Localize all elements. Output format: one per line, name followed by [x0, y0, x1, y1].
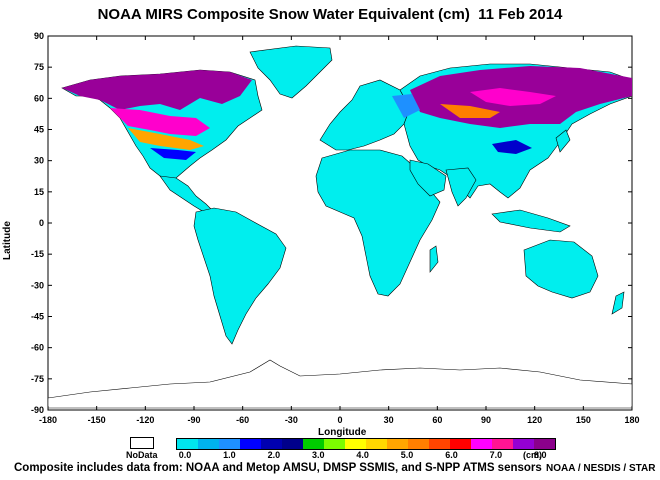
legend-swatch — [240, 439, 261, 449]
legend-nodata-label: NoData — [126, 450, 158, 460]
legend-swatch — [345, 439, 366, 449]
legend-swatch — [198, 439, 219, 449]
x-tick-label: -180 — [39, 415, 57, 425]
x-tick-label: 120 — [527, 415, 542, 425]
legend-colorbar — [176, 438, 556, 450]
snow-north-america-light — [128, 128, 204, 150]
x-tick-label: -30 — [285, 415, 298, 425]
legend-swatch — [261, 439, 282, 449]
legend-nodata-swatch — [130, 437, 154, 449]
y-axis-title: Latitude — [2, 221, 13, 260]
legend-tick-label: 1.0 — [223, 450, 236, 460]
new-zealand — [611, 291, 625, 315]
legend-swatch — [429, 439, 450, 449]
snow-europe-blue — [392, 94, 420, 118]
japan — [555, 129, 571, 153]
legend-tick-label: 6.0 — [445, 450, 458, 460]
y-tick-label: 45 — [34, 125, 44, 135]
legend-swatch — [219, 439, 240, 449]
legend-tick-label: 5.0 — [400, 450, 414, 460]
x-tick-label: -60 — [236, 415, 249, 425]
y-tick-label: 15 — [34, 187, 44, 197]
y-tick-label: 60 — [34, 93, 44, 103]
legend-swatch — [324, 439, 345, 449]
y-tick-label: -45 — [31, 312, 44, 322]
snow-asia-orange — [440, 104, 500, 118]
legend-swatch — [534, 439, 555, 449]
legend-tick-label: 2.0 — [267, 450, 281, 460]
x-tick-label: 150 — [576, 415, 591, 425]
y-tick-label: -90 — [31, 405, 44, 415]
y-tick-label: 75 — [34, 62, 44, 72]
x-tick-label: 0 — [337, 415, 342, 425]
snow-asia-mid — [470, 88, 556, 106]
arabia — [409, 159, 447, 197]
snow-north-america-blue — [150, 148, 196, 160]
y-tick-label: 0 — [39, 218, 44, 228]
x-tick-label: 180 — [624, 415, 639, 425]
footer-credit: NOAA / NESDIS / STAR — [546, 463, 656, 474]
footer-sensors-note: Composite includes data from: NOAA and M… — [14, 462, 542, 474]
snow-north-america-mid — [110, 108, 210, 136]
legend-unit: (cm) — [523, 450, 543, 460]
legend-swatch — [450, 439, 471, 449]
x-tick-label: -90 — [187, 415, 200, 425]
indonesia — [491, 209, 571, 233]
legend-swatch — [366, 439, 387, 449]
legend-tick-label: 7.0 — [489, 450, 503, 460]
legend-tick-label: 0.0 — [178, 450, 192, 460]
legend-swatch — [471, 439, 492, 449]
madagascar — [429, 245, 439, 273]
y-tick-label: -75 — [31, 374, 44, 384]
y-tick-label: 90 — [34, 31, 44, 41]
y-tick-label: -60 — [31, 343, 44, 353]
y-tick-label: -15 — [31, 249, 44, 259]
legend-swatch — [177, 439, 198, 449]
x-axis: -180 -150 -120 -90 -60 -30 0 30 60 90 120 150 180 — [39, 36, 640, 425]
x-tick-label: 90 — [481, 415, 491, 425]
snow-overlays — [62, 66, 632, 160]
x-tick-label: -120 — [136, 415, 154, 425]
greenland — [249, 45, 333, 99]
legend-tick-label: 3.0 — [311, 450, 325, 460]
legend-swatch — [282, 439, 303, 449]
x-axis-title: Longitude — [318, 427, 367, 438]
legend-swatch — [387, 439, 408, 449]
snow-north-america-heavy — [62, 70, 252, 110]
x-tick-label: 30 — [384, 415, 394, 425]
y-tick-label: -30 — [31, 280, 44, 290]
y-tick-label: 30 — [34, 156, 44, 166]
legend-swatch — [303, 439, 324, 449]
snow-tibet-blue — [492, 140, 532, 154]
legend-tick-label: 4.0 — [356, 450, 369, 460]
antarctica — [47, 359, 633, 409]
legend-swatch — [513, 439, 534, 449]
x-tick-label: 60 — [432, 415, 442, 425]
legend-swatch — [492, 439, 513, 449]
x-tick-label: -150 — [88, 415, 106, 425]
south-america — [193, 207, 287, 345]
legend-tick-label: 8.0 — [534, 450, 547, 460]
y-axis: 90 75 60 45 30 15 0 -15 -30 -45 -60 -75 -90 — [31, 31, 632, 415]
legend-swatch — [408, 439, 429, 449]
australia — [523, 239, 599, 299]
india — [445, 167, 477, 207]
map-title: NOAA MIRS Composite Snow Water Equivalen… — [97, 6, 563, 23]
